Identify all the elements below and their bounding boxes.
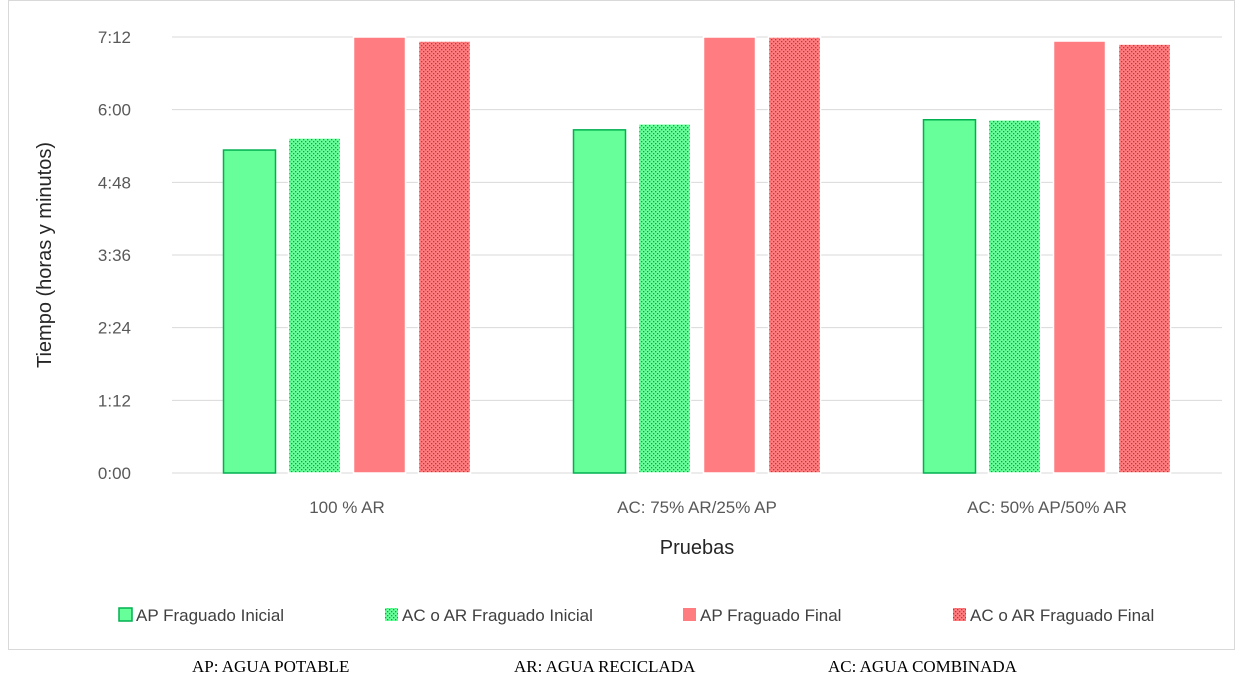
legend-label: AP Fraguado Final <box>700 606 841 625</box>
bar-ap-fraguado-inicial-1 <box>572 129 627 474</box>
y-tick-label: 1:12 <box>98 391 131 410</box>
bar-ac-o-ar-fraguado-final-0 <box>417 40 472 474</box>
x-axis-title: Pruebas <box>660 537 735 559</box>
bar-ac-o-ar-fraguado-inicial-2 <box>987 119 1042 474</box>
bar-ac-o-ar-fraguado-inicial-1 <box>637 123 692 474</box>
legend-swatch <box>385 608 398 621</box>
y-tick-label: 4:48 <box>98 173 131 192</box>
y-tick-label: 6:00 <box>98 101 131 120</box>
footnote-ar: AR: AGUA RECICLADA <box>514 657 696 676</box>
legend-swatch <box>953 608 966 621</box>
footnote: AP: AGUA POTABLE AR: AGUA RECICLADA AC: … <box>0 652 1243 679</box>
legend-swatch <box>683 608 696 621</box>
gridlines <box>172 36 1222 474</box>
bar-ap-fraguado-inicial-2 <box>922 119 977 474</box>
bar-ac-o-ar-fraguado-final-1 <box>767 36 822 474</box>
bar-ap-fraguado-final-0 <box>352 36 407 474</box>
legend: AP Fraguado Inicial AC o AR Fraguado Inic… <box>118 606 1154 625</box>
bar-ap-fraguado-final-1 <box>702 36 757 474</box>
y-axis-tick-labels: 0:00 1:12 2:24 3:36 4:48 6:00 7:12 <box>98 28 131 483</box>
x-tick-label: 100 % AR <box>309 498 385 517</box>
bar-ac-o-ar-fraguado-inicial-0 <box>287 137 342 474</box>
y-tick-label: 0:00 <box>98 464 131 483</box>
legend-label: AC o AR Fraguado Final <box>970 606 1154 625</box>
legend-label: AP Fraguado Inicial <box>136 606 284 625</box>
bar-chart: 0:00 1:12 2:24 3:36 4:48 6:00 7:12 100 % AR AC:… <box>34 28 1222 625</box>
bars <box>222 36 1172 474</box>
y-tick-label: 7:12 <box>98 28 131 47</box>
bar-ac-o-ar-fraguado-final-2 <box>1117 43 1172 474</box>
x-tick-label: AC: 50% AP/50% AR <box>967 498 1127 517</box>
y-axis-title: Tiempo (horas y minutos) <box>34 142 56 368</box>
bar-ap-fraguado-final-2 <box>1052 40 1107 474</box>
footnote-ap: AP: AGUA POTABLE <box>192 657 350 676</box>
bar-ap-fraguado-inicial-0 <box>222 149 277 474</box>
legend-label: AC o AR Fraguado Inicial <box>402 606 593 625</box>
x-axis-tick-labels: 100 % AR AC: 75% AR/25% AP AC: 50% AP/50% … <box>309 498 1127 517</box>
y-tick-label: 2:24 <box>98 319 131 338</box>
x-tick-label: AC: 75% AR/25% AP <box>617 498 777 517</box>
legend-swatch <box>118 607 133 622</box>
y-tick-label: 3:36 <box>98 246 131 265</box>
chart-area: 0:00 1:12 2:24 3:36 4:48 6:00 7:12 100 % AR AC:… <box>8 0 1235 650</box>
footnote-ac: AC: AGUA COMBINADA <box>828 657 1017 676</box>
